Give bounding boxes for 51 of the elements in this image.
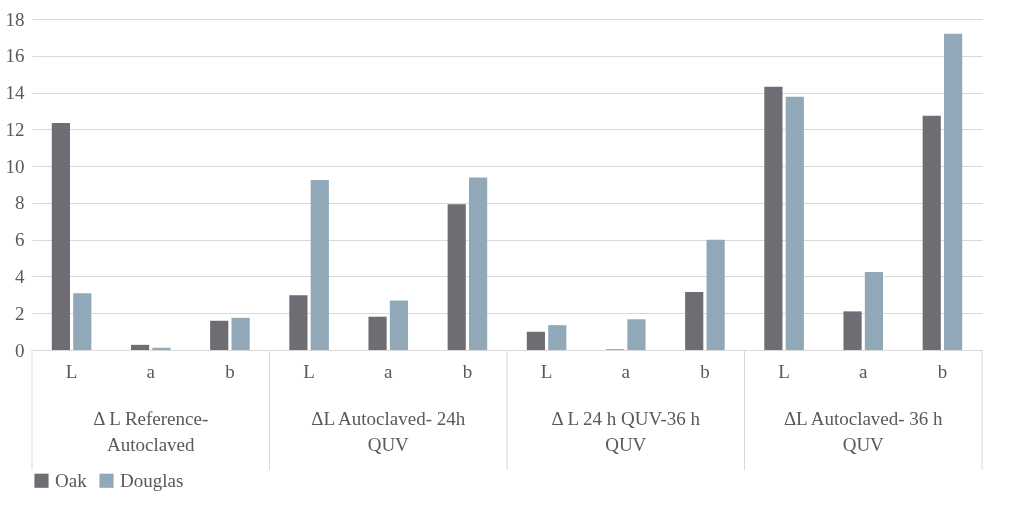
bar: [389, 300, 409, 350]
x-tick-label: L: [778, 360, 790, 382]
y-tick-label: 14: [5, 82, 25, 104]
bar: [231, 317, 250, 350]
text: Δ L 24 h QUV-36 h QUV: [551, 408, 701, 455]
x-tick-label: b: [700, 360, 710, 382]
bar: [548, 325, 567, 350]
bar: [843, 311, 862, 350]
bar: [210, 320, 229, 350]
bar: [368, 316, 387, 350]
x-tick-label: a: [146, 360, 156, 382]
y-tick-label: 18: [5, 8, 25, 30]
y-tick-label: 12: [5, 118, 25, 140]
bar: [310, 180, 329, 350]
x-tick-label: a: [621, 360, 631, 382]
y-tick-label: 4: [15, 265, 25, 287]
text: ΔL Autoclaved- 36 h QUV: [783, 408, 944, 455]
x-tick-label: b: [225, 360, 235, 382]
bar: [447, 204, 466, 350]
bar: [685, 292, 704, 350]
bar: [130, 344, 150, 350]
bar: [864, 272, 884, 350]
y-tick-label: 2: [15, 302, 25, 324]
x-tick-label: b: [462, 360, 473, 382]
legend-label: Oak: [55, 469, 88, 491]
bar: [73, 293, 92, 350]
x-tick-label: b: [937, 360, 948, 382]
bar: [764, 86, 783, 350]
bar: [922, 115, 941, 350]
bar: [289, 295, 308, 350]
x-tick-label: L: [303, 360, 315, 382]
bar: [706, 239, 725, 350]
bar: [526, 331, 545, 350]
bar: [152, 347, 171, 350]
x-tick-label: L: [65, 360, 78, 382]
x-tick-label: L: [540, 360, 553, 382]
bar: [944, 33, 963, 350]
legend-label: Douglas: [120, 469, 184, 491]
text: ΔL Autoclaved- 24h QUV: [311, 408, 466, 455]
x-tick-label: a: [384, 360, 394, 382]
x-tick-label: a: [859, 360, 869, 382]
bar: [627, 319, 646, 350]
y-tick-label: 6: [15, 229, 25, 251]
y-tick-label: 16: [5, 45, 25, 67]
bar: [469, 177, 488, 350]
y-tick-label: 0: [15, 339, 25, 361]
text: Δ L Reference-Autoclaved: [93, 408, 209, 455]
bar: [51, 123, 70, 350]
bar: [785, 96, 804, 350]
y-tick-label: 8: [15, 192, 25, 214]
y-tick-label: 10: [5, 155, 25, 177]
